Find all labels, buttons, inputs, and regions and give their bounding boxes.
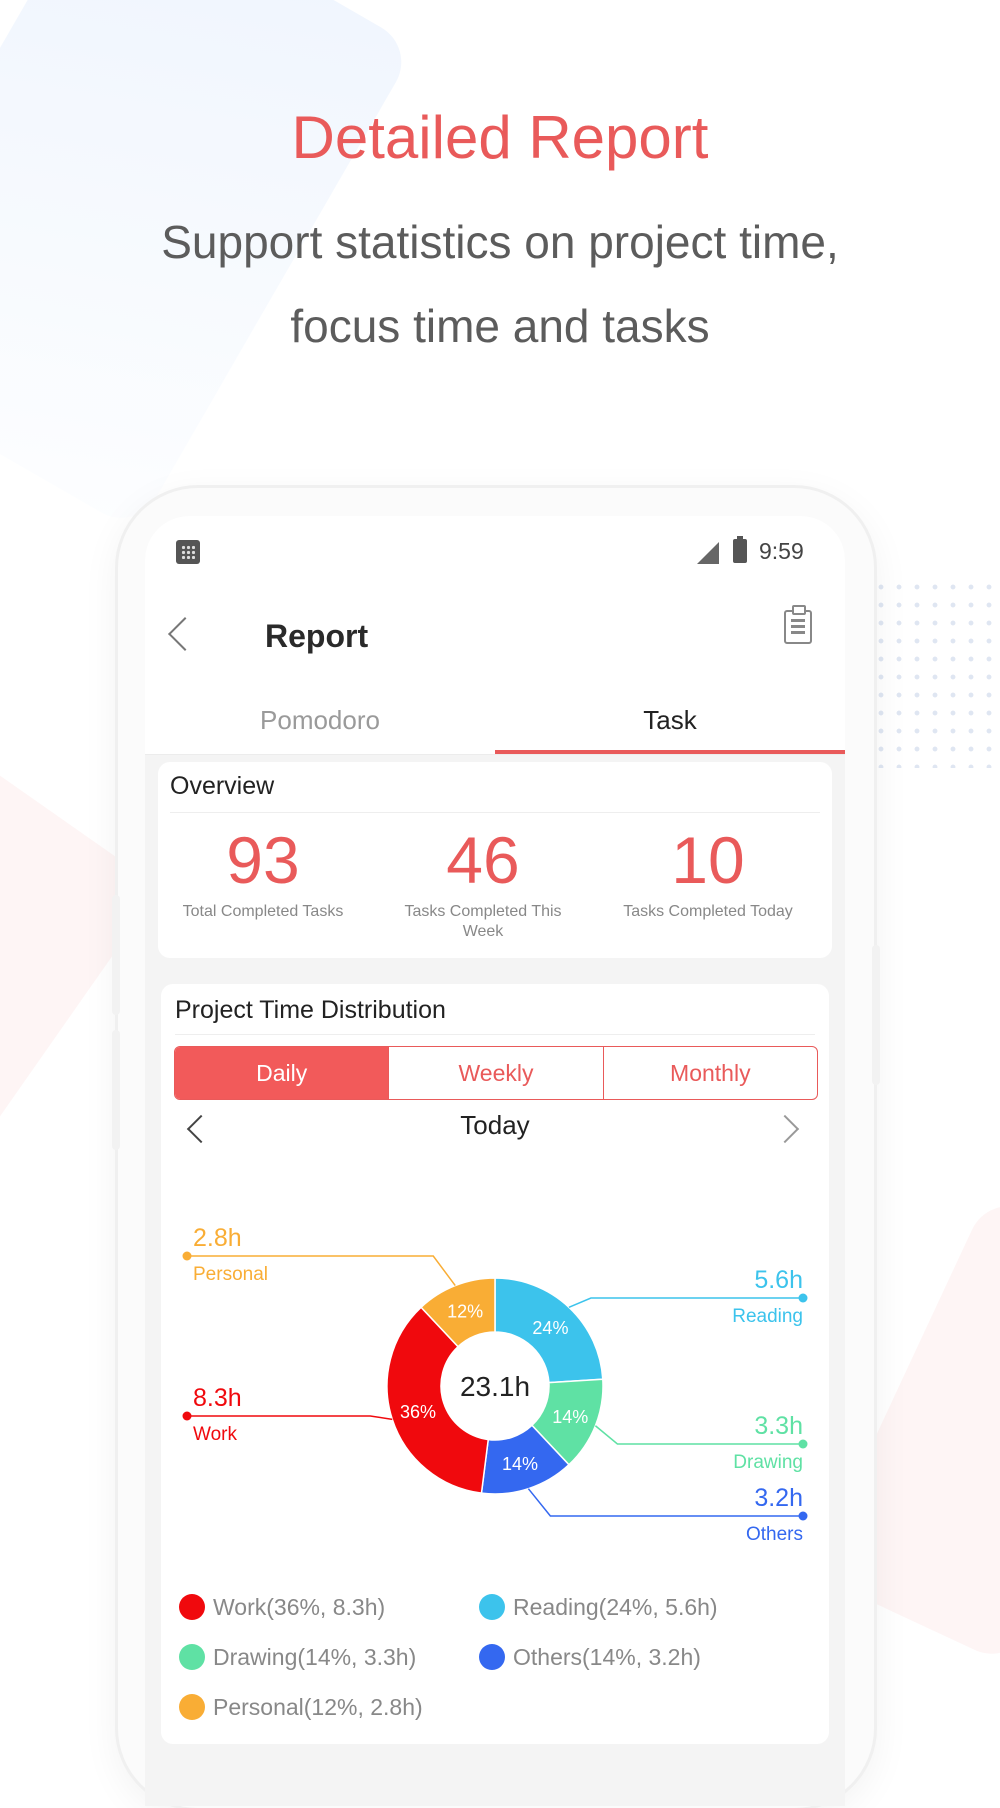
donut-chart: 24% 14% 14% 36% 12% 23.1h 8.3h Work 5.6h Reading 3… bbox=[182, 1224, 808, 1544]
donut-slice-personal[interactable] bbox=[420, 1277, 496, 1348]
battery-icon bbox=[733, 536, 747, 563]
project-distribution-card: Project Time Distribution Daily Weekly M… bbox=[161, 984, 829, 1744]
promo-subtitle: Support statistics on project time, focu… bbox=[0, 200, 1000, 368]
legend-label: Drawing(14%, 3.3h) bbox=[213, 1644, 417, 1670]
slice-percent-label: 12% bbox=[447, 1302, 483, 1322]
slice-percent-label: 14% bbox=[552, 1407, 588, 1427]
legend-label: Reading(24%, 5.6h) bbox=[513, 1594, 718, 1620]
callout-line bbox=[568, 1297, 803, 1308]
stat-value: 93 bbox=[226, 823, 300, 897]
phone-side-button bbox=[112, 895, 120, 1015]
callout-dot bbox=[798, 1293, 808, 1303]
legend-color-dot bbox=[179, 1694, 205, 1720]
overview-title: Overview bbox=[170, 772, 275, 800]
callout-name-label: Reading bbox=[732, 1306, 803, 1327]
stat-label: Tasks Completed Today bbox=[623, 903, 793, 920]
overview-card: Overview 93 Total Completed Tasks 46 Tas… bbox=[158, 762, 832, 958]
distribution-title: Project Time Distribution bbox=[175, 996, 446, 1024]
legend-color-dot bbox=[179, 1644, 205, 1670]
divider bbox=[170, 812, 820, 813]
stat-total-completed: 93 Total Completed Tasks bbox=[158, 818, 368, 922]
callout-hours-label: 5.6h bbox=[754, 1266, 803, 1294]
callout-dot bbox=[182, 1251, 192, 1261]
legend-color-dot bbox=[179, 1594, 205, 1620]
legend-label: Work(36%, 8.3h) bbox=[213, 1594, 386, 1620]
callout-dot bbox=[798, 1511, 808, 1521]
promo-subtitle-line: focus time and tasks bbox=[290, 300, 710, 352]
app-bar: Report bbox=[145, 590, 845, 686]
callout-line bbox=[187, 1415, 393, 1421]
legend-label: Personal(12%, 2.8h) bbox=[213, 1694, 423, 1720]
callout-name-label: Personal bbox=[193, 1264, 268, 1285]
legend-color-dot bbox=[479, 1644, 505, 1670]
dot-pattern bbox=[872, 578, 1000, 768]
callout-line bbox=[594, 1425, 803, 1445]
period-monthly-button[interactable]: Monthly bbox=[670, 1060, 751, 1086]
callout-hours-label: 8.3h bbox=[193, 1384, 242, 1412]
legend-color-dot bbox=[479, 1594, 505, 1620]
app-notification-icon bbox=[176, 540, 200, 564]
promo-subtitle-line: Support statistics on project time, bbox=[161, 216, 839, 268]
callout-dot bbox=[798, 1439, 808, 1449]
donut-total-label: 23.1h bbox=[460, 1371, 530, 1402]
donut-slice-reading[interactable] bbox=[494, 1277, 604, 1384]
stat-label: Tasks Completed This Week bbox=[404, 903, 562, 940]
stat-value: 10 bbox=[671, 823, 745, 897]
slice-percent-label: 14% bbox=[502, 1454, 538, 1474]
phone-side-button bbox=[112, 1030, 120, 1150]
stat-completed-week: 46 Tasks Completed This Week bbox=[378, 818, 588, 942]
divider bbox=[175, 1034, 815, 1035]
callout-dot bbox=[182, 1411, 192, 1421]
callout-line bbox=[527, 1488, 803, 1517]
status-time: 9:59 bbox=[759, 538, 804, 564]
donut-slice-work[interactable] bbox=[386, 1306, 490, 1494]
slice-percent-label: 24% bbox=[532, 1318, 568, 1338]
status-bar: 9:59 bbox=[145, 516, 845, 590]
callout-hours-label: 3.2h bbox=[754, 1484, 803, 1512]
app-screen: 9:59 Report Pomodoro Task Overview 93 To… bbox=[145, 516, 845, 1806]
period-weekly-button[interactable]: Weekly bbox=[389, 1047, 604, 1099]
date-label: Today bbox=[460, 1110, 530, 1140]
stat-value: 46 bbox=[446, 823, 520, 897]
legend-label: Others(14%, 3.2h) bbox=[513, 1644, 701, 1670]
callout-name-label: Others bbox=[746, 1524, 803, 1544]
callout-name-label: Drawing bbox=[733, 1452, 803, 1473]
callout-hours-label: 3.3h bbox=[754, 1412, 803, 1440]
promo-title: Detailed Report bbox=[291, 104, 709, 171]
active-tab-indicator bbox=[495, 750, 845, 754]
stat-label: Total Completed Tasks bbox=[182, 903, 344, 920]
tab-pomodoro[interactable]: Pomodoro bbox=[260, 705, 380, 735]
tab-task[interactable]: Task bbox=[643, 705, 697, 735]
report-tabs: Pomodoro Task bbox=[145, 686, 845, 755]
phone-side-button bbox=[872, 945, 880, 1085]
clipboard-icon[interactable] bbox=[784, 605, 812, 644]
period-selector: Daily Weekly Monthly bbox=[174, 1046, 818, 1100]
stat-completed-today: 10 Tasks Completed Today bbox=[603, 818, 813, 922]
callout-line bbox=[187, 1255, 456, 1287]
period-daily-button[interactable]: Daily bbox=[175, 1047, 390, 1099]
callout-hours-label: 2.8h bbox=[193, 1224, 242, 1252]
back-arrow-icon[interactable] bbox=[168, 617, 202, 651]
signal-icon bbox=[697, 542, 719, 564]
page-title: Report bbox=[265, 618, 369, 654]
slice-percent-label: 36% bbox=[400, 1402, 436, 1422]
callout-name-label: Work bbox=[193, 1424, 237, 1445]
